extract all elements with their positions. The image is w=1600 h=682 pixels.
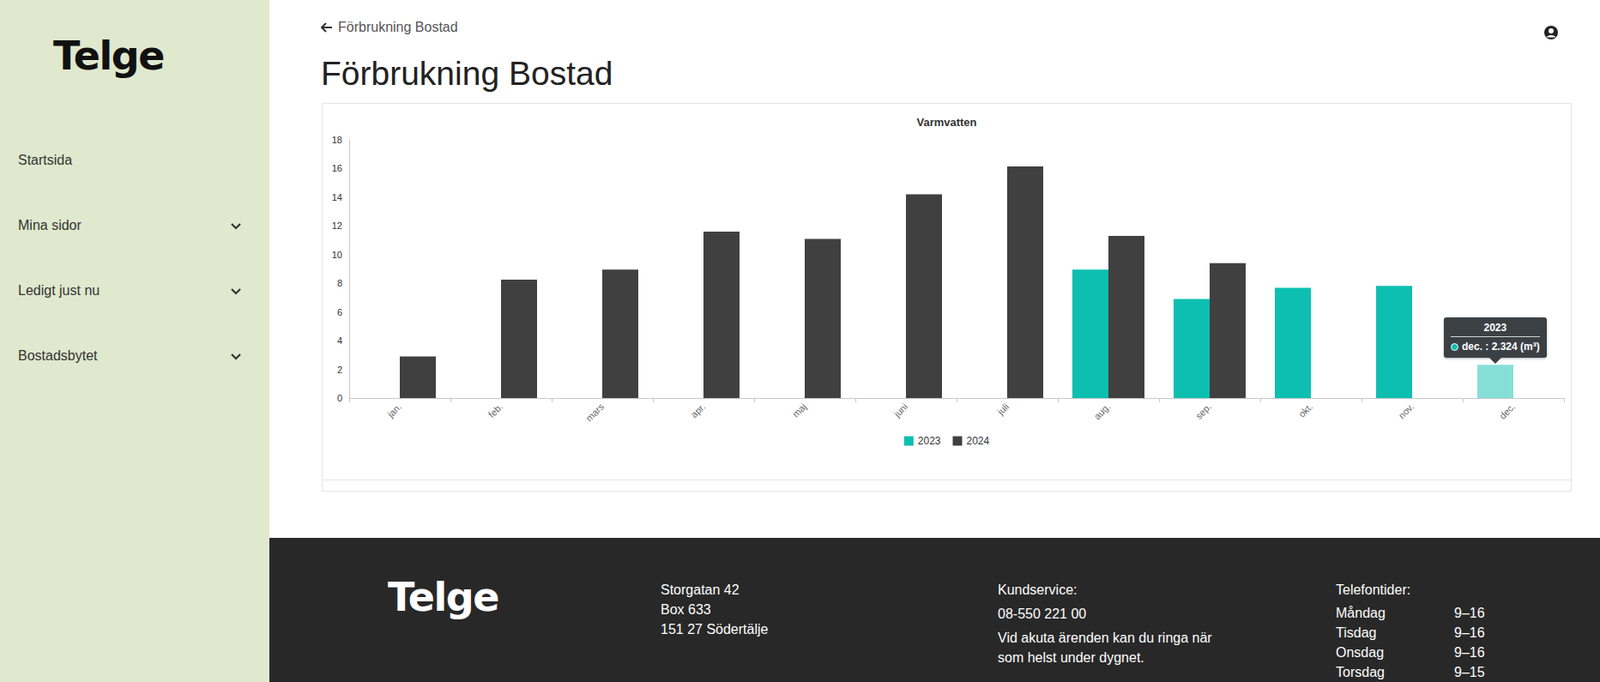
svg-text:4: 4 bbox=[337, 335, 343, 346]
html-text:som helst under dygnet.: som helst under dygnet. bbox=[997, 650, 1145, 665]
html-text:9–16: 9–16 bbox=[1454, 605, 1485, 621]
html-text:Vid akuta ärenden kan du ringa: Vid akuta ärenden kan du ringa när bbox=[997, 630, 1212, 646]
html-text:9–16: 9–16 bbox=[1454, 625, 1485, 640]
svg-text:juli: juli bbox=[995, 401, 1012, 418]
svg-text:apr.: apr. bbox=[688, 401, 707, 420]
html-text:151 27 Södertälje: 151 27 Södertälje bbox=[660, 621, 769, 637]
html-text:Förbrukning Bostad: Förbrukning Bostad bbox=[320, 54, 613, 92]
svg-text:maj: maj bbox=[790, 401, 809, 420]
html-text:Telge: Telge bbox=[53, 32, 164, 79]
html-text:9–15: 9–15 bbox=[1454, 664, 1485, 680]
svg-text:0: 0 bbox=[337, 392, 343, 404]
svg-text:okt.: okt. bbox=[1296, 401, 1315, 420]
html-text:Tisdag: Tisdag bbox=[1335, 625, 1377, 640]
svg-text:Varmvatten: Varmvatten bbox=[916, 115, 977, 129]
html-text:Mina sidor: Mina sidor bbox=[18, 217, 82, 233]
svg-text:6: 6 bbox=[337, 307, 343, 318]
svg-text:18: 18 bbox=[332, 134, 343, 145]
svg-text:mars: mars bbox=[583, 400, 606, 423]
svg-text:14: 14 bbox=[332, 192, 343, 203]
svg-text:8: 8 bbox=[337, 277, 343, 289]
html-text:Ledigt just nu: Ledigt just nu bbox=[18, 283, 100, 298]
svg-text:16: 16 bbox=[332, 163, 343, 174]
html-text:dec. : 2.324 (m³): dec. : 2.324 (m³) bbox=[1461, 340, 1540, 353]
html-text:Bostadsbytet: Bostadsbytet bbox=[18, 348, 98, 363]
svg-text:juni: juni bbox=[891, 401, 910, 420]
svg-text:aug.: aug. bbox=[1092, 401, 1113, 423]
html-text:Telge: Telge bbox=[387, 573, 499, 621]
svg-text:2: 2 bbox=[337, 364, 343, 375]
svg-text:10: 10 bbox=[332, 249, 343, 260]
svg-text:nov.: nov. bbox=[1396, 401, 1417, 422]
html-text:9–16: 9–16 bbox=[1454, 645, 1485, 660]
html-text:2023: 2023 bbox=[1483, 321, 1507, 334]
html-text:Onsdag: Onsdag bbox=[1335, 645, 1384, 660]
html-text:08-550 221 00: 08-550 221 00 bbox=[997, 606, 1087, 622]
html-text:Måndag: Måndag bbox=[1335, 605, 1386, 621]
html-text:Förbrukning Bostad: Förbrukning Bostad bbox=[338, 19, 458, 35]
html-text:Box 633: Box 633 bbox=[660, 602, 711, 617]
html-text:Telefontider:: Telefontider: bbox=[1335, 582, 1411, 598]
html-text:Kundservice:: Kundservice: bbox=[997, 582, 1078, 598]
svg-text:jan.: jan. bbox=[385, 401, 405, 421]
svg-text:dec.: dec. bbox=[1497, 401, 1517, 422]
html-text:Storgatan 42: Storgatan 42 bbox=[660, 582, 740, 598]
svg-text:2024: 2024 bbox=[966, 434, 991, 447]
svg-text:feb.: feb. bbox=[486, 401, 505, 420]
html-text:Startsida: Startsida bbox=[18, 152, 73, 168]
html-text:Torsdag: Torsdag bbox=[1335, 664, 1385, 680]
svg-text:2023: 2023 bbox=[917, 434, 942, 447]
svg-text:sep.: sep. bbox=[1193, 401, 1214, 422]
svg-text:12: 12 bbox=[332, 220, 343, 231]
